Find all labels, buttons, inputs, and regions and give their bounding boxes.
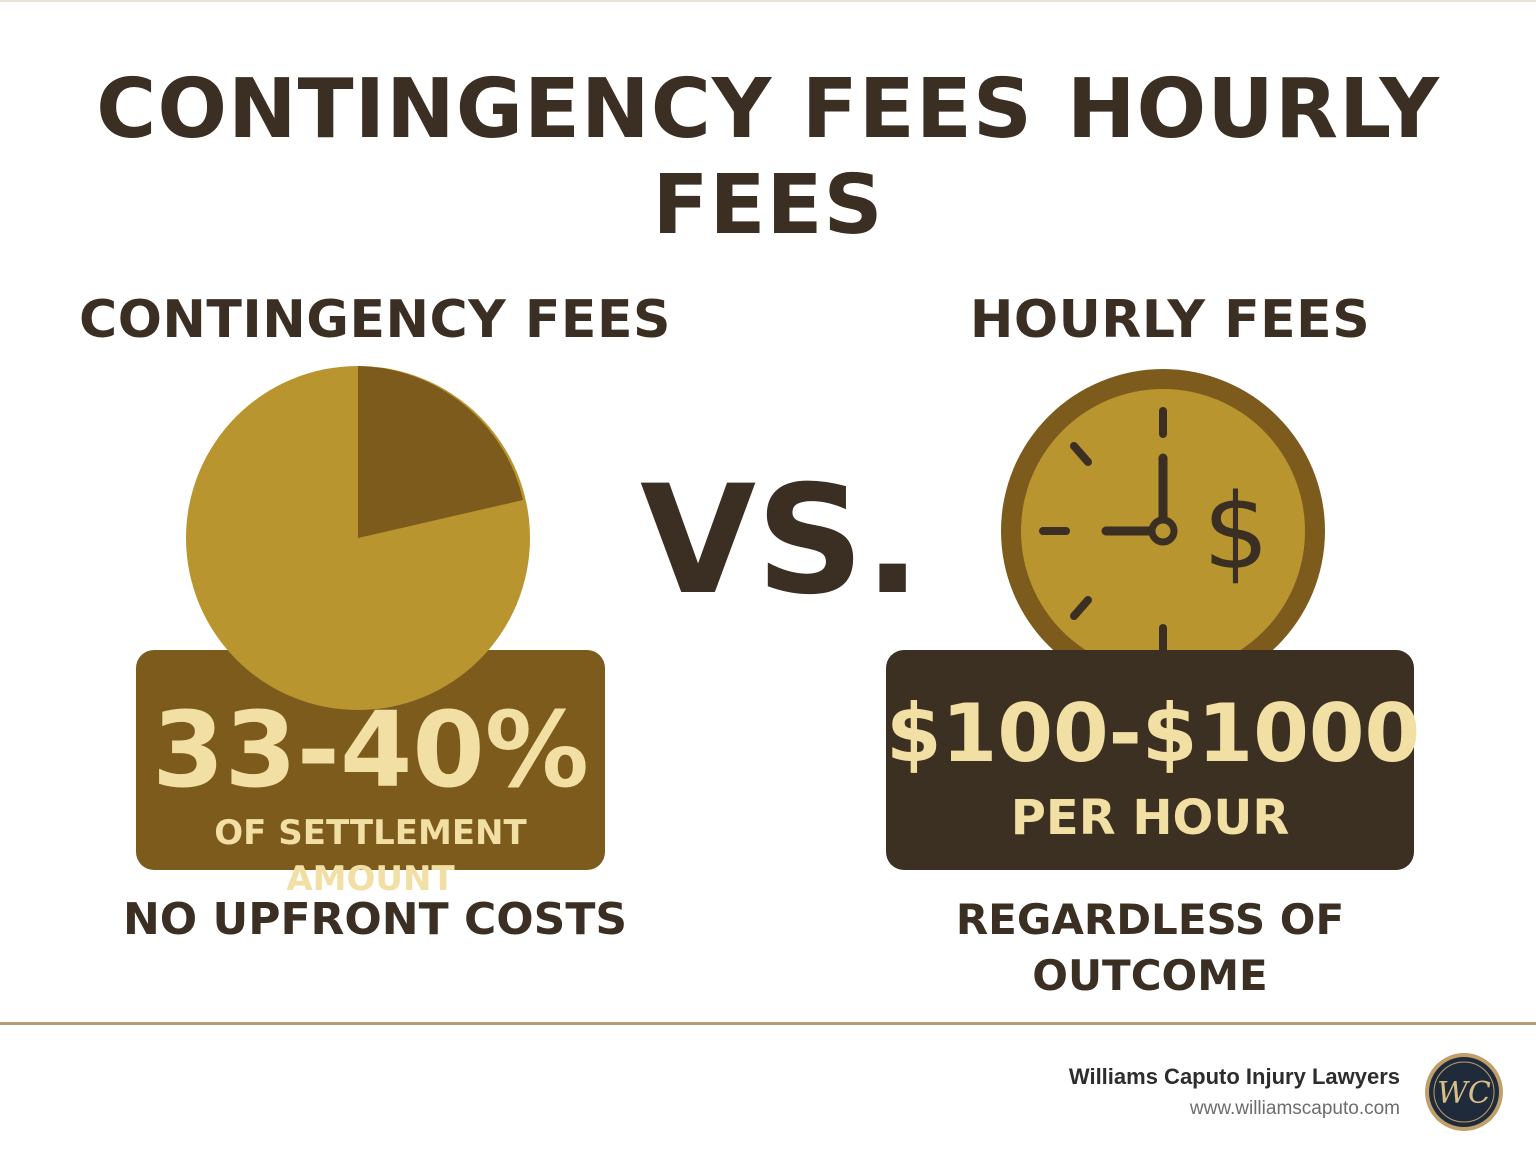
clock-dollar-symbol: $ (1203, 471, 1269, 593)
contingency-caption: OF SETTLEMENT AMOUNT (214, 813, 527, 899)
seal-inner-disc (1429, 1057, 1499, 1127)
contingency-note: NO UPFRONT COSTS (122, 894, 628, 945)
page-title-line-2: FEES (652, 158, 884, 253)
page-title: CONTINGENCY FEES HOURLY FEES (0, 62, 1536, 254)
seal-inner-ring (1433, 1061, 1495, 1123)
footer-divider (0, 1022, 1536, 1025)
page-title-line-1: CONTINGENCY FEES HOURLY (0, 62, 1536, 158)
page-title-part-hourly: HOURLY (1066, 62, 1440, 157)
pie-chart-icon (186, 366, 530, 710)
page-title-part-contingency: CONTINGENCY FEES (96, 62, 1033, 157)
footer-company-name: Williams Caputo Injury Lawyers (1068, 1064, 1400, 1089)
hourly-value-box (886, 650, 1414, 870)
contingency-percentage: 33-40% (152, 689, 589, 811)
firm-seal-logo: WC (1425, 1053, 1503, 1131)
hourly-fees-heading: HOURLY FEES (969, 290, 1371, 350)
hourly-caption: PER HOUR (1010, 790, 1290, 846)
hourly-note: REGARDLESS OF OUTCOME (955, 895, 1345, 1000)
seal-monogram: WC (1437, 1076, 1491, 1111)
versus-label: VS. (640, 454, 922, 628)
clock-tick-marks (1039, 407, 1167, 655)
top-divider (0, 0, 1536, 2)
pie-highlight-slice (358, 366, 523, 538)
contingency-fees-heading: CONTINGENCY FEES (79, 290, 671, 350)
footer-website-url: www.williamscaputo.com (1189, 1098, 1400, 1119)
clock-center-pin (1148, 516, 1178, 546)
clock-dollar-icon: $ (1001, 369, 1325, 693)
hourly-rate-range: $100-$1000 (886, 687, 1421, 780)
